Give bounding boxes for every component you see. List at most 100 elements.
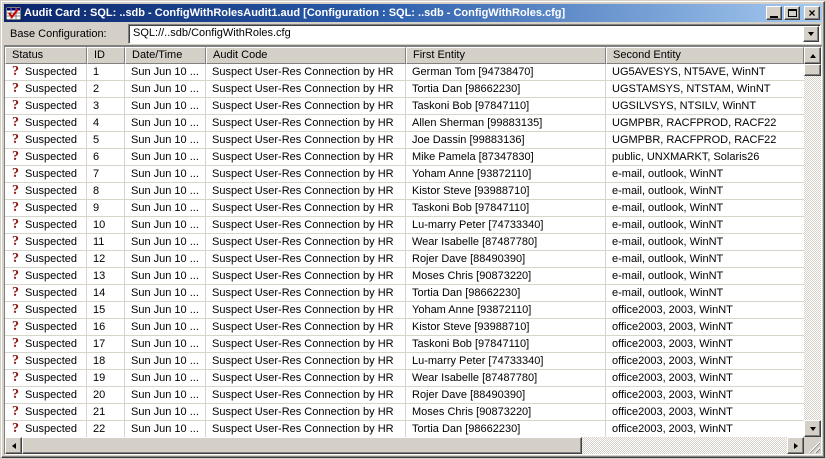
cell-id: 22	[87, 421, 125, 437]
cell-datetime: Sun Jun 10 ...	[125, 387, 206, 404]
cell-audit-code: Suspect User-Res Connection by HR	[206, 285, 406, 302]
table-row[interactable]: ? Suspected 17 Sun Jun 10 ... Suspect Us…	[5, 336, 804, 353]
suspected-question-mark-icon: ?	[12, 132, 19, 147]
status-text: Suspected	[25, 100, 77, 112]
column-header-status[interactable]: Status	[5, 47, 87, 64]
cell-second-entity: office2003, 2003, WinNT	[606, 370, 804, 387]
status-text: Suspected	[25, 168, 77, 180]
table-row[interactable]: ? Suspected 2 Sun Jun 10 ... Suspect Use…	[5, 81, 804, 98]
maximize-button[interactable]	[784, 6, 800, 20]
status-text: Suspected	[25, 372, 77, 384]
suspected-question-mark-icon: ?	[12, 370, 19, 385]
table-row[interactable]: ? Suspected 8 Sun Jun 10 ... Suspect Use…	[5, 183, 804, 200]
cell-id: 13	[87, 268, 125, 285]
table-row[interactable]: ? Suspected 18 Sun Jun 10 ... Suspect Us…	[5, 353, 804, 370]
status-text: Suspected	[25, 423, 77, 435]
horizontal-scrollbar-thumb[interactable]	[22, 437, 582, 454]
cell-second-entity: office2003, 2003, WinNT	[606, 302, 804, 319]
cell-audit-code: Suspect User-Res Connection by HR	[206, 149, 406, 166]
cell-datetime: Sun Jun 10 ...	[125, 285, 206, 302]
cell-id: 16	[87, 319, 125, 336]
table-row[interactable]: ? Suspected 11 Sun Jun 10 ... Suspect Us…	[5, 234, 804, 251]
cell-status: ? Suspected	[5, 183, 87, 200]
close-button[interactable]: ×	[804, 6, 820, 20]
cell-first-entity: Tortia Dan [98662230]	[406, 421, 606, 437]
table-row[interactable]: ? Suspected 4 Sun Jun 10 ... Suspect Use…	[5, 115, 804, 132]
scroll-left-button[interactable]	[5, 437, 22, 454]
column-header-second-entity[interactable]: Second Entity	[606, 47, 804, 64]
title-bar[interactable]: Audit Card : SQL: ..sdb - ConfigWithRole…	[4, 4, 822, 22]
status-text: Suspected	[25, 134, 77, 146]
table-row[interactable]: ? Suspected 21 Sun Jun 10 ... Suspect Us…	[5, 404, 804, 421]
column-header-id[interactable]: ID	[87, 47, 125, 64]
table-row[interactable]: ? Suspected 12 Sun Jun 10 ... Suspect Us…	[5, 251, 804, 268]
cell-audit-code: Suspect User-Res Connection by HR	[206, 353, 406, 370]
status-text: Suspected	[25, 202, 77, 214]
minimize-icon	[770, 15, 778, 18]
scroll-up-button[interactable]	[804, 47, 821, 64]
table-row[interactable]: ? Suspected 20 Sun Jun 10 ... Suspect Us…	[5, 387, 804, 404]
table-row[interactable]: ? Suspected 6 Sun Jun 10 ... Suspect Use…	[5, 149, 804, 166]
scroll-right-button[interactable]	[787, 437, 804, 454]
cell-datetime: Sun Jun 10 ...	[125, 268, 206, 285]
cell-status: ? Suspected	[5, 64, 87, 81]
cell-status: ? Suspected	[5, 132, 87, 149]
status-text: Suspected	[25, 355, 77, 367]
cell-status: ? Suspected	[5, 404, 87, 421]
cell-first-entity: Wear Isabelle [87487780]	[406, 370, 606, 387]
cell-first-entity: Taskoni Bob [97847110]	[406, 336, 606, 353]
cell-status: ? Suspected	[5, 81, 87, 98]
suspected-question-mark-icon: ?	[12, 387, 19, 402]
table-row[interactable]: ? Suspected 7 Sun Jun 10 ... Suspect Use…	[5, 166, 804, 183]
base-configuration-combobox[interactable]: SQL://..sdb/ConfigWithRoles.cfg	[128, 23, 821, 44]
status-text: Suspected	[25, 287, 77, 299]
column-header-audit-code[interactable]: Audit Code	[206, 47, 406, 64]
cell-id: 9	[87, 200, 125, 217]
app-icon	[6, 6, 21, 20]
table-row[interactable]: ? Suspected 19 Sun Jun 10 ... Suspect Us…	[5, 370, 804, 387]
horizontal-scrollbar-track[interactable]	[582, 437, 787, 454]
cell-id: 10	[87, 217, 125, 234]
horizontal-scrollbar[interactable]	[5, 437, 804, 454]
cell-first-entity: Yoham Anne [93872110]	[406, 302, 606, 319]
cell-audit-code: Suspect User-Res Connection by HR	[206, 183, 406, 200]
table-row[interactable]: ? Suspected 3 Sun Jun 10 ... Suspect Use…	[5, 98, 804, 115]
cell-audit-code: Suspect User-Res Connection by HR	[206, 336, 406, 353]
table-row[interactable]: ? Suspected 5 Sun Jun 10 ... Suspect Use…	[5, 132, 804, 149]
arrow-left-icon	[11, 442, 16, 449]
combobox-dropdown-button[interactable]	[803, 25, 819, 42]
cell-first-entity: Taskoni Bob [97847110]	[406, 98, 606, 115]
cell-datetime: Sun Jun 10 ...	[125, 217, 206, 234]
vertical-scrollbar-thumb[interactable]	[804, 64, 821, 76]
cell-id: 8	[87, 183, 125, 200]
cell-audit-code: Suspect User-Res Connection by HR	[206, 387, 406, 404]
cell-datetime: Sun Jun 10 ...	[125, 353, 206, 370]
base-configuration-value[interactable]: SQL://..sdb/ConfigWithRoles.cfg	[133, 26, 291, 39]
cell-first-entity: Yoham Anne [93872110]	[406, 166, 606, 183]
cell-first-entity: Lu-marry Peter [74733340]	[406, 217, 606, 234]
vertical-scrollbar[interactable]	[804, 47, 821, 437]
table-row[interactable]: ? Suspected 13 Sun Jun 10 ... Suspect Us…	[5, 268, 804, 285]
cell-second-entity: office2003, 2003, WinNT	[606, 353, 804, 370]
column-header-datetime[interactable]: Date/Time	[125, 47, 206, 64]
table-row[interactable]: ? Suspected 15 Sun Jun 10 ... Suspect Us…	[5, 302, 804, 319]
table-row[interactable]: ? Suspected 14 Sun Jun 10 ... Suspect Us…	[5, 285, 804, 302]
minimize-button[interactable]	[766, 6, 782, 20]
scroll-down-button[interactable]	[804, 420, 821, 437]
column-header-first-entity[interactable]: First Entity	[406, 47, 606, 64]
table-row[interactable]: ? Suspected 10 Sun Jun 10 ... Suspect Us…	[5, 217, 804, 234]
table-row[interactable]: ? Suspected 1 Sun Jun 10 ... Suspect Use…	[5, 64, 804, 81]
cell-second-entity: public, UNXMARKT, Solaris26	[606, 149, 804, 166]
resize-grip[interactable]	[807, 440, 820, 453]
cell-id: 5	[87, 132, 125, 149]
cell-audit-code: Suspect User-Res Connection by HR	[206, 234, 406, 251]
cell-first-entity: Tortia Dan [98662230]	[406, 285, 606, 302]
window-title: Audit Card : SQL: ..sdb - ConfigWithRole…	[24, 7, 566, 19]
table-row[interactable]: ? Suspected 9 Sun Jun 10 ... Suspect Use…	[5, 200, 804, 217]
table-row[interactable]: ? Suspected 16 Sun Jun 10 ... Suspect Us…	[5, 319, 804, 336]
vertical-scrollbar-track[interactable]	[804, 76, 821, 420]
cell-id: 21	[87, 404, 125, 421]
suspected-question-mark-icon: ?	[12, 353, 19, 368]
cell-datetime: Sun Jun 10 ...	[125, 421, 206, 437]
table-row[interactable]: ? Suspected 22 Sun Jun 10 ... Suspect Us…	[5, 421, 804, 437]
